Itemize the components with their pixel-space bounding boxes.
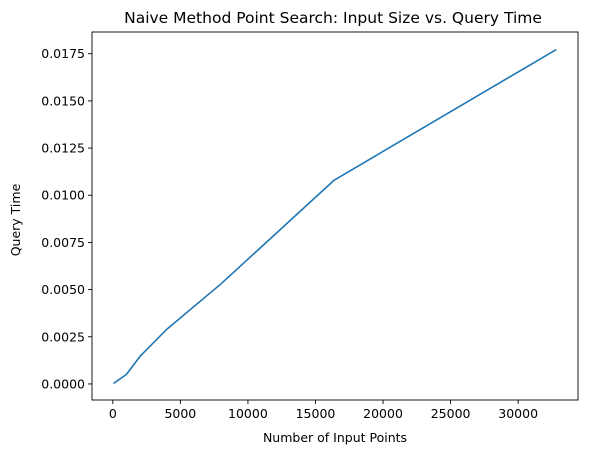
y-axis-label: Query Time (8, 183, 23, 256)
x-tick-label: 0 (109, 406, 117, 421)
x-axis-label: Number of Input Points (263, 430, 407, 445)
plot-area (91, 31, 579, 401)
y-tick-label: 0.0075 (41, 235, 85, 250)
axes-frame (91, 31, 579, 401)
x-tick-label: 15000 (296, 406, 336, 421)
y-tick-label: 0.0100 (41, 188, 85, 203)
x-tick-label: 30000 (498, 406, 538, 421)
x-tick-label: 10000 (228, 406, 268, 421)
y-tick-label: 0.0175 (41, 46, 85, 61)
x-tick-label: 25000 (431, 406, 471, 421)
chart-title: Naive Method Point Search: Input Size vs… (124, 9, 542, 27)
y-tick-label: 0.0050 (41, 282, 85, 297)
y-tick-label: 0.0125 (41, 141, 85, 156)
y-axis-ticks: 0.0000 0.0025 0.0050 0.0075 0.0100 0.0125 0.01… (41, 46, 92, 391)
y-tick-label: 0.0000 (41, 376, 85, 391)
series-line-0 (113, 48, 557, 385)
y-tick-label: 0.0150 (41, 93, 85, 108)
x-tick-label: 20000 (363, 406, 403, 421)
x-axis-ticks: 0 5000 10000 15000 20000 25000 30000 (109, 400, 538, 421)
x-tick-label: 5000 (164, 406, 196, 421)
y-tick-label: 0.0025 (41, 329, 85, 344)
